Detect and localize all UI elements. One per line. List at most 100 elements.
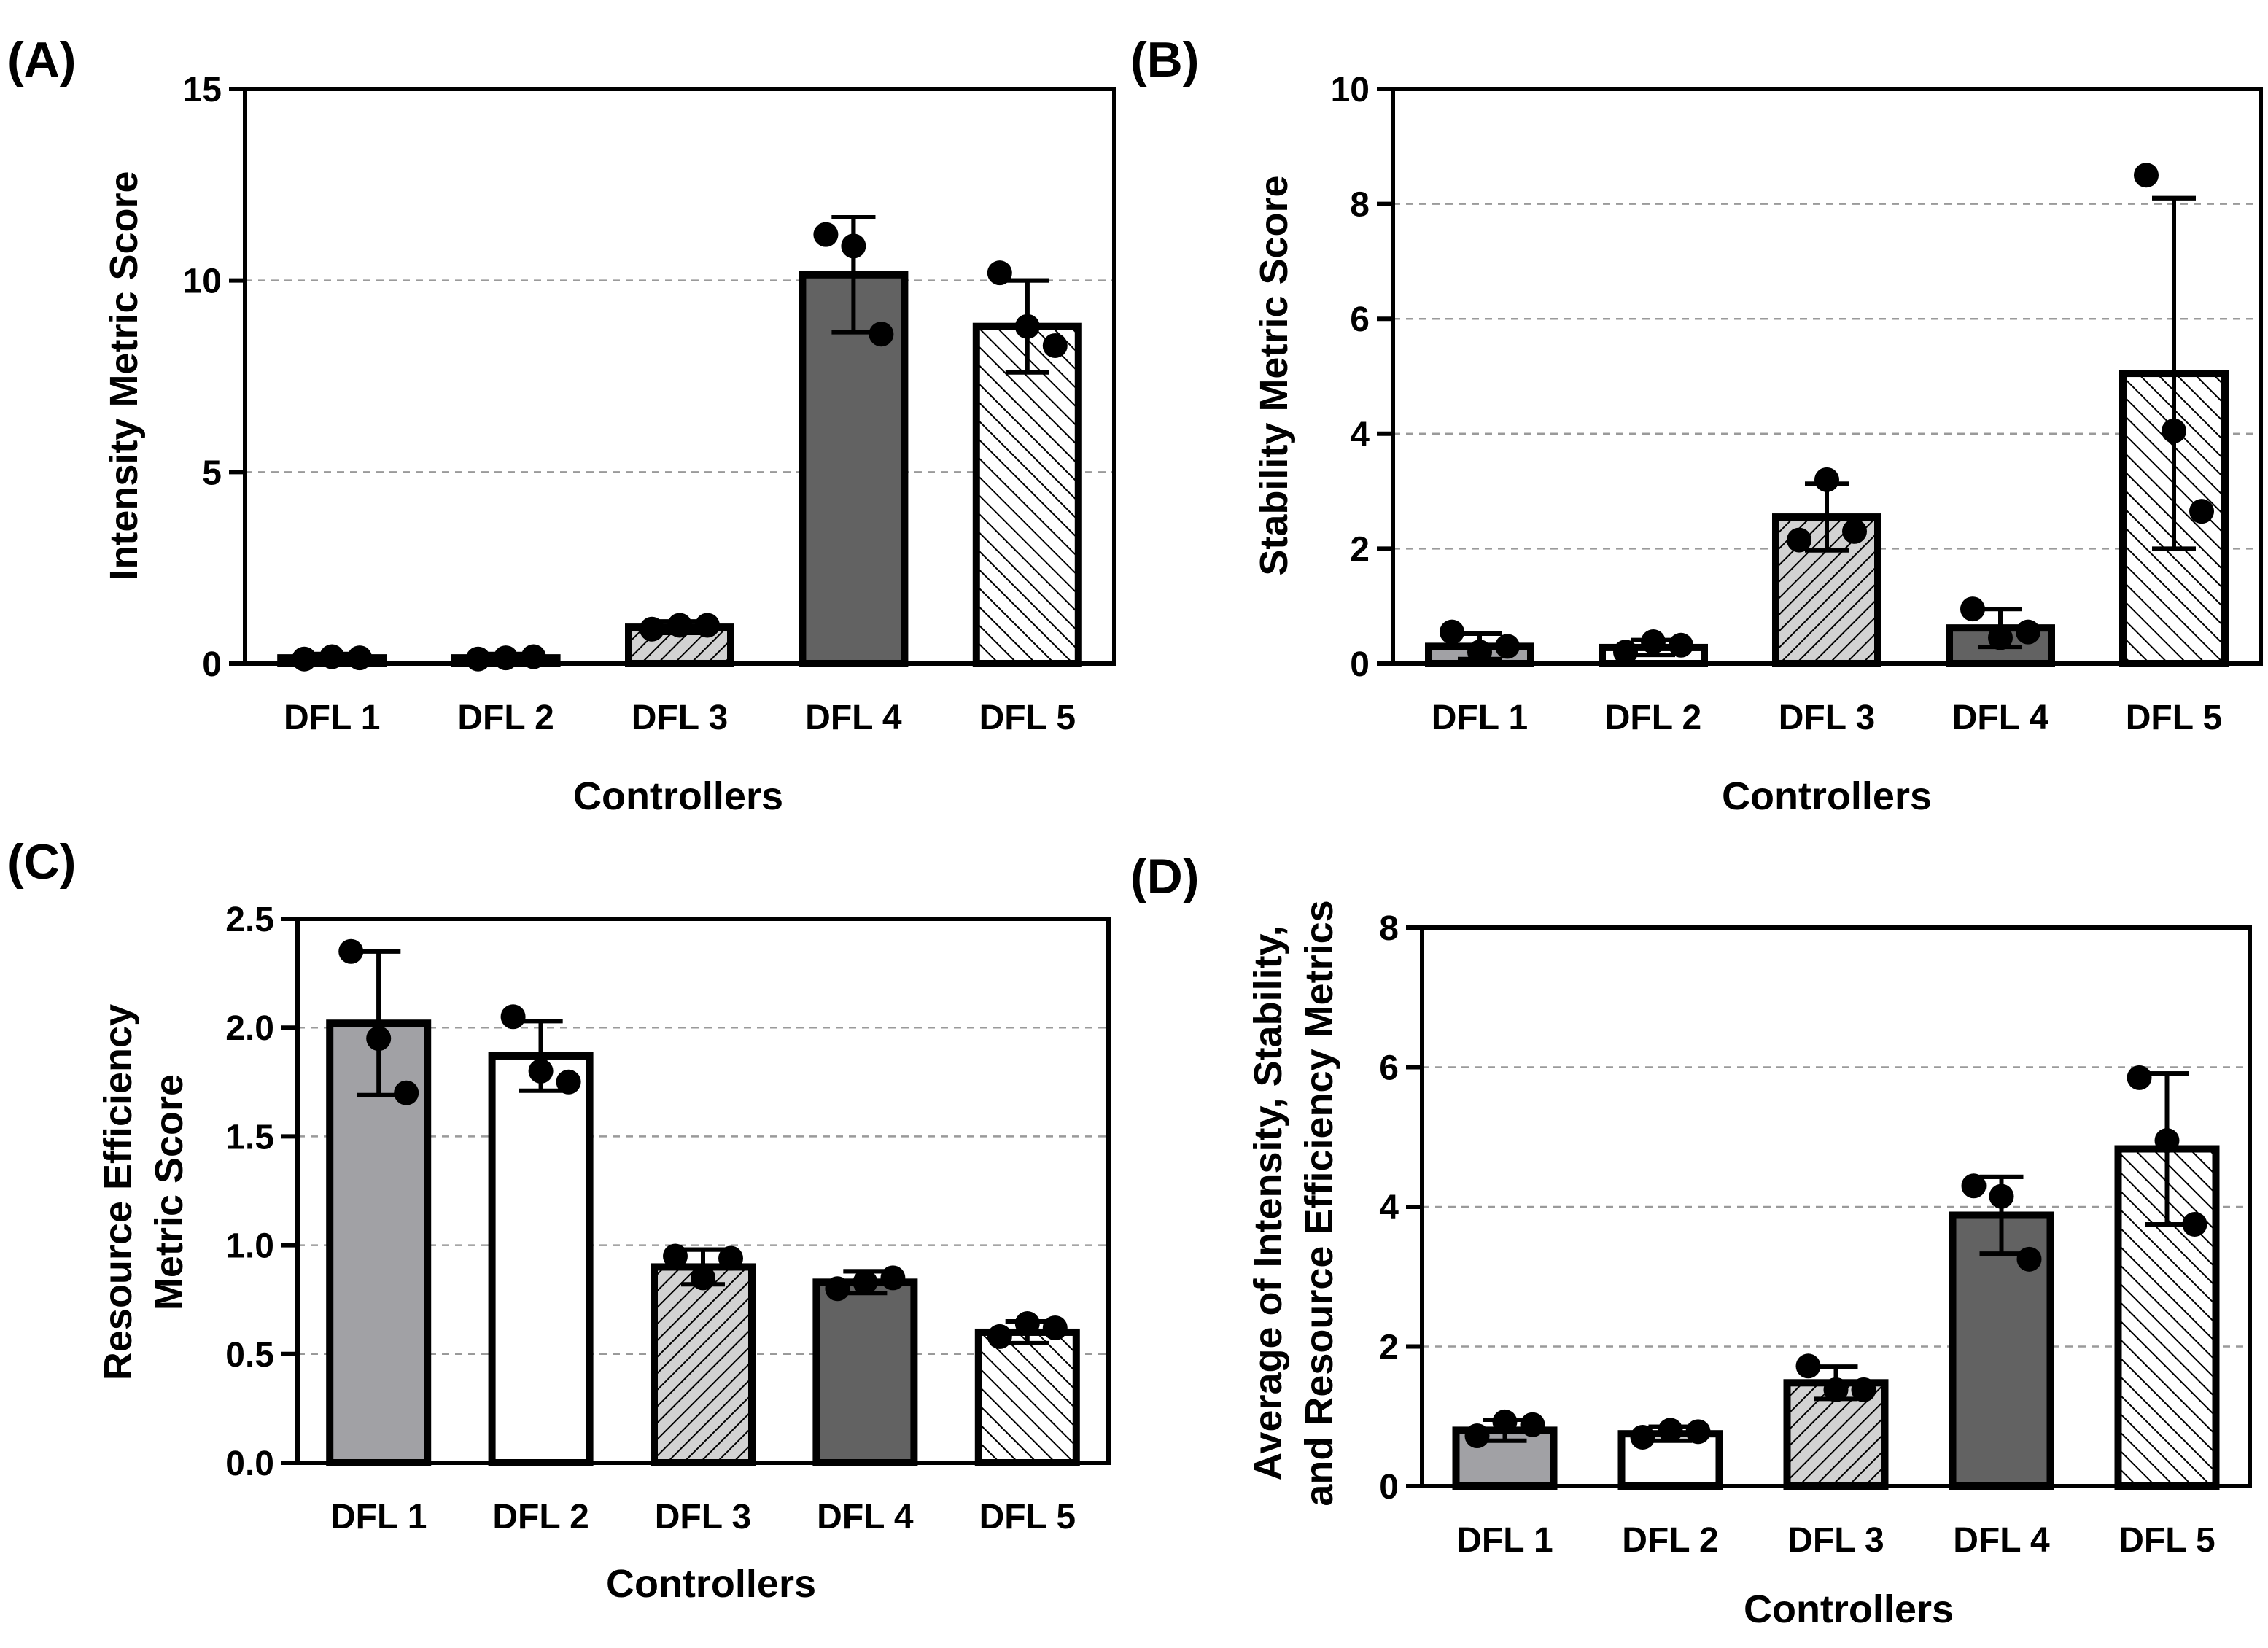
panel-c-data-point-dfl-5 <box>1014 1311 1040 1337</box>
panel-b-data-point-dfl-3 <box>1787 527 1811 553</box>
panel-b-data-point-dfl-1 <box>1440 619 1464 645</box>
panel-c-y-tick-label: 2.5 <box>225 901 274 939</box>
panel-b-y-axis-title: Stability Metric Score <box>1252 175 1296 575</box>
panel-c-y-tick-label: 1.5 <box>225 1118 274 1157</box>
panel-c-x-tick-label-dfl-5: DFL 5 <box>979 1498 1076 1536</box>
panel-c-data-point-dfl-2 <box>500 1004 526 1030</box>
panel-d-data-point-dfl-5 <box>2127 1065 2152 1090</box>
panel-a-data-point-dfl-4 <box>813 222 839 247</box>
panel-c-data-point-dfl-2 <box>556 1069 581 1095</box>
panel-c-data-point-dfl-2 <box>528 1058 554 1084</box>
panel-a-x-tick-label-dfl-3: DFL 3 <box>632 699 728 737</box>
panel-a-data-point-dfl-3 <box>667 613 692 638</box>
panel-b-y-tick-label: 0 <box>1350 645 1370 684</box>
panel-a-data-point-dfl-5 <box>1042 333 1068 358</box>
panel-a-data-point-dfl-4 <box>869 322 894 347</box>
panel-b-plot: 0 2 4 6 8 10 DFL 1 DFL 2 DFL 3 DFL 4 DFL 5 <box>1331 71 2263 737</box>
panel-a-x-tick-label-dfl-5: DFL 5 <box>979 699 1076 737</box>
panel-c-data-point-dfl-1 <box>338 938 364 964</box>
panel-b-x-tick-label-dfl-4: DFL 4 <box>1952 699 2049 737</box>
panel-a-data-point-dfl-2 <box>465 646 491 672</box>
panel-b-label: (B) <box>1130 32 1199 88</box>
panel-d-x-tick-label-dfl-1: DFL 1 <box>1456 1521 1553 1560</box>
panel-c-data-point-dfl-5 <box>987 1324 1012 1349</box>
panel-a: (A) 0 5 10 15 DFL 1 DFL 2 DFL 3 DFL 4 DFL 5 Cont… <box>7 32 1116 818</box>
panel-d-y-tick-label: 0 <box>1379 1468 1399 1507</box>
panel-a-data-point-dfl-2 <box>493 645 519 671</box>
panel-c-plot: 0.0 0.5 1.0 1.5 2.0 2.5 DFL 1 DFL 2 DFL 3 DFL 4 DF… <box>225 901 1111 1536</box>
panel-d-y-axis-title-line-1: Average of Intensity, Stability, <box>1246 925 1290 1480</box>
panel-d-x-axis-title: Controllers <box>1744 1587 1954 1631</box>
panel-a-bar-dfl-5 <box>972 322 1082 667</box>
panel-d-x-tick-label-dfl-3: DFL 3 <box>1787 1521 1884 1560</box>
panel-d-y-tick-label: 6 <box>1379 1049 1399 1088</box>
panel-c-x-tick-label-dfl-4: DFL 4 <box>817 1498 914 1536</box>
panel-a-x-tick-label-dfl-4: DFL 4 <box>805 699 902 737</box>
panel-b: (B) 0 2 4 6 8 10 DFL 1 DFL 2 DFL 3 DFL 4 DFL 5 Con… <box>1130 32 2263 818</box>
panel-c-y-tick-label: 0.5 <box>225 1336 274 1375</box>
panel-a-data-point-dfl-1 <box>347 645 373 671</box>
panel-b-data-point-dfl-2 <box>1613 640 1638 665</box>
panel-b-data-point-dfl-5 <box>2134 163 2159 188</box>
panel-b-x-axis-title: Controllers <box>1722 774 1932 818</box>
panel-a-data-point-dfl-3 <box>640 616 664 642</box>
panel-d-label: (D) <box>1130 849 1199 904</box>
panel-b-x-tick-label-dfl-3: DFL 3 <box>1779 699 1875 737</box>
panel-c-data-point-dfl-1 <box>366 1026 392 1052</box>
panel-b-plot-frame <box>1391 87 2263 666</box>
panel-b-x-tick-label-dfl-2: DFL 2 <box>1605 699 1701 737</box>
panel-d-data-point-dfl-2 <box>1658 1418 1683 1443</box>
panel-a-data-point-dfl-3 <box>695 613 720 638</box>
panel-b-y-tick-label: 6 <box>1350 300 1370 339</box>
panel-d-plot-frame <box>1420 925 2252 1488</box>
panel-a-y-tick-label: 15 <box>183 71 222 109</box>
panel-a-data-point-dfl-5 <box>987 260 1012 286</box>
panel-c-data-point-dfl-4 <box>853 1270 878 1295</box>
panel-a-data-point-dfl-1 <box>292 646 317 672</box>
panel-c-data-point-dfl-3 <box>663 1243 688 1269</box>
panel-a-label: (A) <box>7 32 76 88</box>
panel-d-data-point-dfl-1 <box>1492 1409 1518 1434</box>
panel-c-data-point-dfl-1 <box>394 1080 419 1105</box>
panel-c-data-point-dfl-3 <box>718 1245 743 1271</box>
panel-a-x-tick-label-dfl-1: DFL 1 <box>284 699 380 737</box>
panel-c-x-tick-label-dfl-3: DFL 3 <box>655 1498 751 1536</box>
panel-c-y-tick-label: 0.0 <box>225 1445 274 1483</box>
panel-d-y-tick-label: 4 <box>1379 1189 1399 1227</box>
panel-c: (C) 0.0 0.5 1.0 1.5 2.0 2.5 DFL 1 DFL 2 DFL 3 DFL… <box>7 834 1111 1606</box>
panel-a-x-axis-title: Controllers <box>573 774 783 818</box>
panel-a-plot-frame <box>243 87 1116 666</box>
panel-b-x-tick-label-dfl-1: DFL 1 <box>1432 699 1528 737</box>
panel-c-y-axis-title-line-2: Metric Score <box>147 1074 191 1310</box>
panel-a-y-tick-label: 0 <box>202 645 222 684</box>
panel-a-data-point-dfl-4 <box>841 233 866 259</box>
panel-a-y-tick-label: 5 <box>202 454 222 492</box>
panel-d-data-point-dfl-3 <box>1851 1377 1876 1402</box>
panel-b-x-tick-label-dfl-5: DFL 5 <box>2126 699 2222 737</box>
panel-a-y-tick-label: 10 <box>183 263 222 301</box>
panel-b-data-point-dfl-2 <box>1669 632 1693 658</box>
panel-b-data-point-dfl-1 <box>1467 640 1492 665</box>
panel-d-x-tick-label-dfl-2: DFL 2 <box>1622 1521 1718 1560</box>
panel-a-data-point-dfl-5 <box>1014 314 1040 339</box>
panel-a-y-axis-title: Intensity Metric Score <box>102 171 146 580</box>
panel-d-data-point-dfl-4 <box>1989 1183 2014 1209</box>
panel-c-data-point-dfl-4 <box>880 1265 906 1291</box>
panel-d-data-point-dfl-1 <box>1464 1423 1490 1449</box>
panel-c-data-point-dfl-3 <box>691 1265 715 1291</box>
panel-b-data-point-dfl-5 <box>2162 418 2186 443</box>
panel-b-data-point-dfl-5 <box>2189 499 2214 524</box>
panel-c-x-tick-label-dfl-1: DFL 1 <box>330 1498 427 1536</box>
panel-c-bar-dfl-5 <box>974 1328 1080 1466</box>
panel-d-x-tick-label-dfl-4: DFL 4 <box>1953 1521 2050 1560</box>
panel-d-y-tick-label: 8 <box>1379 909 1399 948</box>
panel-c-y-tick-label: 1.0 <box>225 1227 274 1266</box>
panel-b-data-point-dfl-2 <box>1641 629 1666 655</box>
panel-d-data-point-dfl-4 <box>2016 1246 2042 1272</box>
panel-d-plot: 0 2 4 6 8 DFL 1 DFL 2 DFL 3 DFL 4 DFL 5 <box>1379 909 2252 1560</box>
panel-d-data-point-dfl-2 <box>1685 1419 1711 1445</box>
panel-b-y-tick-label: 2 <box>1350 530 1370 569</box>
panel-d-data-point-dfl-4 <box>1961 1173 1987 1199</box>
panel-d-data-point-dfl-5 <box>2154 1128 2180 1154</box>
panel-b-data-point-dfl-4 <box>1960 596 1985 622</box>
